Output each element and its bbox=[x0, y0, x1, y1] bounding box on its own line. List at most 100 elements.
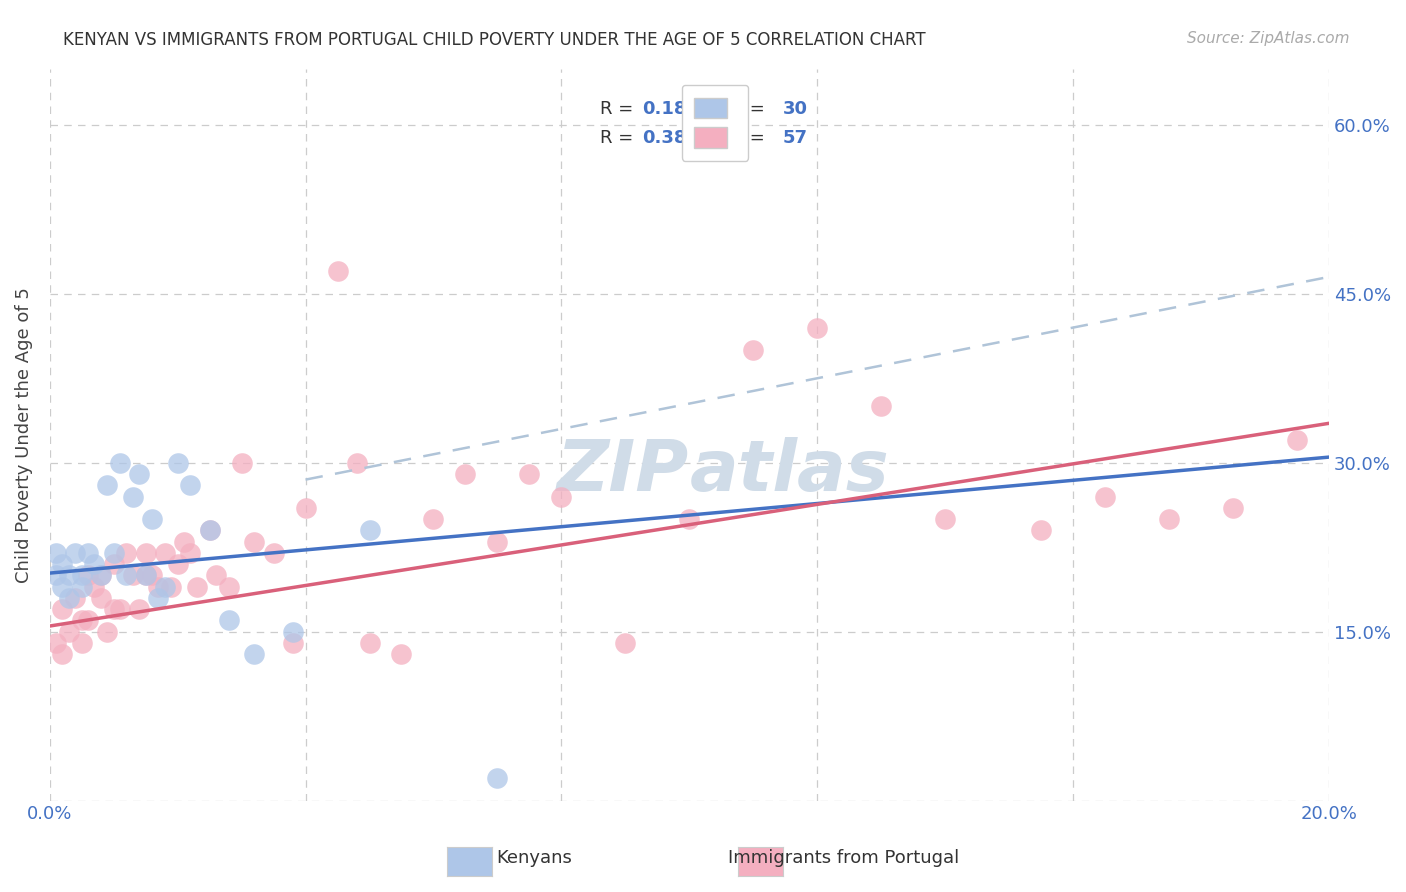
Point bbox=[231, 456, 253, 470]
Point bbox=[96, 478, 118, 492]
Point bbox=[70, 614, 93, 628]
Point bbox=[45, 568, 67, 582]
Point bbox=[77, 614, 100, 628]
Point bbox=[218, 614, 240, 628]
Point bbox=[83, 580, 105, 594]
Point bbox=[243, 647, 266, 661]
Point bbox=[218, 580, 240, 594]
Point bbox=[90, 568, 112, 582]
Point bbox=[198, 524, 221, 538]
Point bbox=[70, 568, 93, 582]
Point bbox=[58, 591, 80, 605]
Point bbox=[391, 647, 413, 661]
Point bbox=[77, 568, 100, 582]
Y-axis label: Child Poverty Under the Age of 5: Child Poverty Under the Age of 5 bbox=[15, 286, 32, 582]
Point bbox=[346, 456, 368, 470]
Text: 0.383: 0.383 bbox=[643, 129, 699, 147]
Point bbox=[243, 534, 266, 549]
Point bbox=[263, 546, 285, 560]
Point bbox=[141, 568, 163, 582]
Point bbox=[90, 591, 112, 605]
Point bbox=[1159, 512, 1181, 526]
Point bbox=[70, 580, 93, 594]
Point bbox=[359, 524, 381, 538]
Point bbox=[806, 320, 828, 334]
Text: R =: R = bbox=[600, 100, 638, 118]
Text: 57: 57 bbox=[783, 129, 807, 147]
Point bbox=[135, 546, 157, 560]
Point bbox=[205, 568, 228, 582]
Point bbox=[550, 490, 572, 504]
Point bbox=[70, 636, 93, 650]
Text: atlas: atlas bbox=[689, 437, 889, 506]
Point bbox=[90, 568, 112, 582]
Point bbox=[58, 624, 80, 639]
Point bbox=[148, 591, 170, 605]
Point bbox=[166, 557, 188, 571]
Point bbox=[51, 647, 73, 661]
Point bbox=[103, 546, 125, 560]
Point bbox=[870, 400, 893, 414]
Point bbox=[422, 512, 444, 526]
Point bbox=[65, 546, 87, 560]
Point bbox=[51, 602, 73, 616]
Point bbox=[486, 771, 509, 785]
Point bbox=[281, 624, 304, 639]
Point bbox=[1222, 500, 1244, 515]
Point bbox=[1094, 490, 1116, 504]
Point bbox=[121, 568, 143, 582]
Point bbox=[65, 591, 87, 605]
Point bbox=[135, 568, 157, 582]
Point bbox=[128, 602, 150, 616]
Text: 30: 30 bbox=[783, 100, 807, 118]
Text: KENYAN VS IMMIGRANTS FROM PORTUGAL CHILD POVERTY UNDER THE AGE OF 5 CORRELATION : KENYAN VS IMMIGRANTS FROM PORTUGAL CHILD… bbox=[63, 31, 927, 49]
Point bbox=[148, 580, 170, 594]
Point bbox=[108, 456, 131, 470]
Text: Kenyans: Kenyans bbox=[496, 849, 572, 867]
Point bbox=[108, 602, 131, 616]
Point bbox=[160, 580, 183, 594]
Text: Immigrants from Portugal: Immigrants from Portugal bbox=[728, 849, 959, 867]
Point bbox=[96, 624, 118, 639]
Point bbox=[173, 534, 195, 549]
Point bbox=[77, 546, 100, 560]
Point bbox=[486, 534, 509, 549]
Point bbox=[51, 557, 73, 571]
Point bbox=[179, 478, 201, 492]
Point bbox=[153, 580, 176, 594]
Text: R =: R = bbox=[600, 129, 638, 147]
Point bbox=[1031, 524, 1053, 538]
Point bbox=[83, 557, 105, 571]
Point bbox=[121, 490, 143, 504]
Point bbox=[359, 636, 381, 650]
Text: N =: N = bbox=[718, 100, 770, 118]
Text: N =: N = bbox=[718, 129, 770, 147]
Point bbox=[45, 636, 67, 650]
Point bbox=[1285, 433, 1308, 447]
Text: Source: ZipAtlas.com: Source: ZipAtlas.com bbox=[1187, 31, 1350, 46]
Point bbox=[454, 467, 477, 481]
Point bbox=[45, 546, 67, 560]
Point bbox=[103, 557, 125, 571]
Point bbox=[51, 580, 73, 594]
Point bbox=[153, 546, 176, 560]
Point bbox=[135, 568, 157, 582]
Point bbox=[103, 602, 125, 616]
Point bbox=[115, 546, 138, 560]
Point bbox=[614, 636, 637, 650]
Point bbox=[326, 264, 349, 278]
Point bbox=[58, 568, 80, 582]
Point bbox=[186, 580, 208, 594]
Point bbox=[678, 512, 700, 526]
Point bbox=[198, 524, 221, 538]
Point bbox=[179, 546, 201, 560]
Point bbox=[166, 456, 188, 470]
Point bbox=[128, 467, 150, 481]
Point bbox=[519, 467, 541, 481]
Point bbox=[281, 636, 304, 650]
Point bbox=[141, 512, 163, 526]
Text: ZIP: ZIP bbox=[557, 437, 689, 506]
Point bbox=[294, 500, 316, 515]
Point bbox=[742, 343, 765, 357]
Text: 0.187: 0.187 bbox=[643, 100, 699, 118]
